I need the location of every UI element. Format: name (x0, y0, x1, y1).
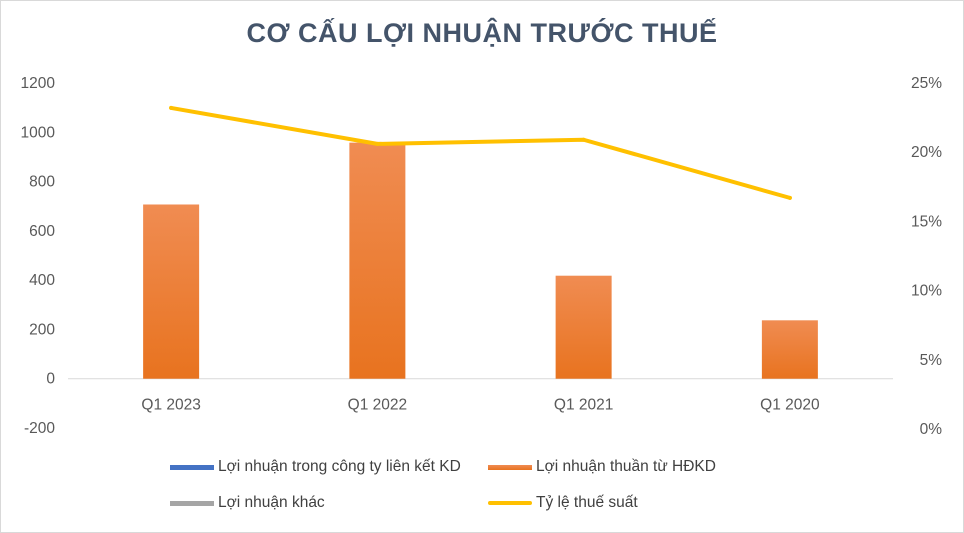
x-tick-label: Q1 2023 (141, 397, 200, 414)
bar (349, 142, 406, 379)
bar (143, 204, 200, 379)
y-right-tick-label: 0% (920, 421, 943, 438)
y-right-tick-label: 10% (911, 283, 942, 300)
y-left-tick-label: 400 (29, 272, 55, 289)
y-right-tick-label: 5% (920, 352, 943, 369)
y-left-tick-label: 1000 (21, 124, 56, 141)
line-point (787, 195, 792, 200)
y-left-tick-label: 200 (29, 321, 55, 338)
y-right-tick-label: 15% (911, 213, 942, 230)
y-right-tick-label: 25% (911, 75, 942, 92)
y-left-tick-label: 800 (29, 174, 55, 191)
x-tick-label: Q1 2020 (760, 397, 820, 414)
line-point (169, 105, 174, 110)
y-left-tick-label: 600 (29, 223, 55, 240)
bar (555, 275, 612, 379)
x-tick-label: Q1 2021 (554, 397, 613, 414)
y-left-tick-label: 0 (46, 371, 55, 388)
line-point (581, 137, 586, 142)
series-line (169, 105, 792, 200)
chart-title: CƠ CẤU LỢI NHUẬN TRƯỚC THUẾ (246, 18, 718, 48)
line-point (375, 141, 380, 146)
x-tick-label: Q1 2022 (348, 397, 407, 414)
y-left-tick-label: -200 (24, 420, 55, 437)
y-left-tick-label: 1200 (21, 75, 56, 92)
bar (761, 320, 818, 379)
y-right-tick-label: 20% (911, 144, 942, 161)
